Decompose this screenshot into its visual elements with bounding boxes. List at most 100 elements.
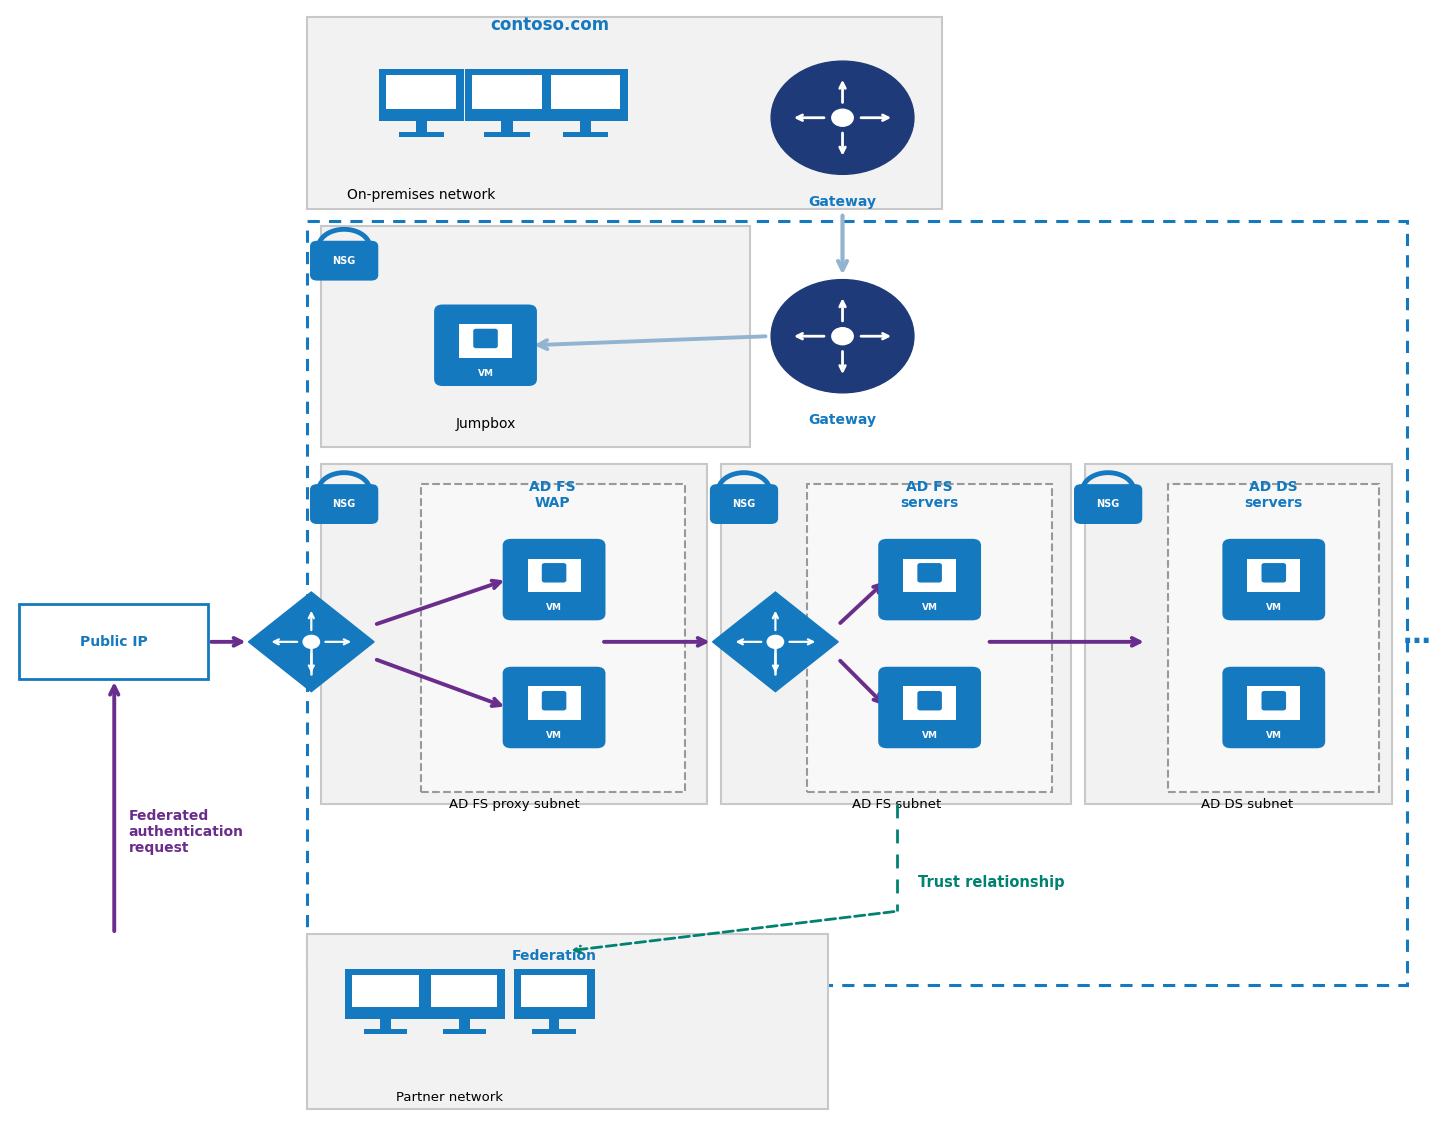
- FancyBboxPatch shape: [364, 1029, 407, 1034]
- FancyBboxPatch shape: [387, 75, 456, 115]
- Circle shape: [767, 635, 784, 649]
- Text: VM: VM: [546, 731, 562, 740]
- FancyBboxPatch shape: [307, 934, 828, 1109]
- Text: Gateway: Gateway: [808, 195, 877, 208]
- Circle shape: [771, 280, 914, 393]
- Text: Federation
server: Federation server: [512, 950, 596, 979]
- Text: AD FS subnet: AD FS subnet: [853, 798, 941, 811]
- Text: NSG: NSG: [732, 499, 755, 509]
- FancyBboxPatch shape: [580, 121, 592, 132]
- FancyBboxPatch shape: [1222, 667, 1326, 748]
- Text: On-premises network: On-premises network: [347, 188, 496, 201]
- FancyBboxPatch shape: [459, 324, 512, 358]
- FancyBboxPatch shape: [527, 686, 580, 720]
- Circle shape: [831, 328, 853, 345]
- FancyBboxPatch shape: [878, 667, 982, 748]
- Text: ⋯: ⋯: [1403, 628, 1430, 655]
- FancyBboxPatch shape: [721, 464, 1070, 804]
- Text: NSG: NSG: [332, 499, 355, 509]
- FancyBboxPatch shape: [424, 969, 504, 1019]
- FancyBboxPatch shape: [434, 305, 537, 386]
- FancyBboxPatch shape: [503, 667, 606, 748]
- FancyBboxPatch shape: [527, 558, 580, 592]
- FancyBboxPatch shape: [563, 132, 608, 137]
- FancyBboxPatch shape: [917, 563, 941, 583]
- Text: VM: VM: [1265, 603, 1281, 612]
- FancyBboxPatch shape: [310, 241, 378, 281]
- FancyBboxPatch shape: [1222, 539, 1326, 620]
- FancyBboxPatch shape: [1247, 558, 1300, 592]
- FancyBboxPatch shape: [416, 121, 427, 132]
- FancyBboxPatch shape: [903, 686, 956, 720]
- Text: AD FS proxy subnet: AD FS proxy subnet: [449, 798, 579, 811]
- Text: VM: VM: [477, 369, 493, 378]
- FancyBboxPatch shape: [533, 1029, 576, 1034]
- Circle shape: [831, 109, 853, 126]
- FancyBboxPatch shape: [1261, 691, 1285, 711]
- Circle shape: [771, 61, 914, 174]
- FancyBboxPatch shape: [513, 969, 595, 1019]
- Bar: [1168, 484, 1380, 792]
- FancyBboxPatch shape: [443, 1029, 486, 1034]
- FancyBboxPatch shape: [903, 558, 956, 592]
- Text: VM: VM: [546, 603, 562, 612]
- FancyBboxPatch shape: [550, 109, 620, 115]
- Text: Gateway: Gateway: [808, 413, 877, 427]
- FancyBboxPatch shape: [464, 69, 549, 121]
- FancyBboxPatch shape: [1261, 563, 1285, 583]
- FancyBboxPatch shape: [471, 75, 542, 115]
- Text: AD FS
WAP: AD FS WAP: [529, 480, 576, 509]
- Bar: [807, 484, 1052, 792]
- FancyBboxPatch shape: [484, 132, 530, 137]
- Text: VM: VM: [1265, 731, 1281, 740]
- Text: contoso.com: contoso.com: [490, 16, 609, 34]
- FancyBboxPatch shape: [542, 563, 566, 583]
- Bar: [421, 484, 685, 792]
- FancyBboxPatch shape: [19, 604, 208, 679]
- FancyBboxPatch shape: [398, 132, 444, 137]
- FancyBboxPatch shape: [310, 484, 378, 524]
- Text: Jumpbox: Jumpbox: [456, 417, 516, 430]
- FancyBboxPatch shape: [321, 226, 749, 447]
- FancyBboxPatch shape: [520, 1007, 588, 1013]
- FancyBboxPatch shape: [473, 328, 497, 349]
- FancyBboxPatch shape: [917, 691, 941, 711]
- Text: AD DS
servers: AD DS servers: [1245, 480, 1303, 509]
- FancyBboxPatch shape: [345, 969, 426, 1019]
- FancyBboxPatch shape: [387, 109, 456, 115]
- Text: Partner network: Partner network: [397, 1091, 503, 1104]
- FancyBboxPatch shape: [431, 1007, 497, 1013]
- Text: NSG: NSG: [1096, 499, 1119, 509]
- Text: Federated
authentication
request: Federated authentication request: [129, 809, 244, 855]
- FancyBboxPatch shape: [353, 1007, 418, 1013]
- FancyBboxPatch shape: [321, 464, 706, 804]
- FancyBboxPatch shape: [307, 17, 943, 209]
- FancyBboxPatch shape: [878, 539, 982, 620]
- Polygon shape: [712, 592, 838, 692]
- FancyBboxPatch shape: [1247, 686, 1300, 720]
- FancyBboxPatch shape: [550, 75, 620, 115]
- Polygon shape: [248, 592, 374, 692]
- FancyBboxPatch shape: [502, 121, 513, 132]
- FancyBboxPatch shape: [378, 69, 464, 121]
- FancyBboxPatch shape: [520, 975, 588, 1013]
- FancyBboxPatch shape: [549, 1019, 559, 1029]
- FancyBboxPatch shape: [503, 539, 606, 620]
- FancyBboxPatch shape: [431, 975, 497, 1013]
- FancyBboxPatch shape: [543, 69, 628, 121]
- Text: VM: VM: [921, 731, 937, 740]
- Text: AD FS
servers: AD FS servers: [900, 480, 959, 509]
- Bar: [307, 221, 1407, 985]
- Circle shape: [304, 635, 320, 649]
- FancyBboxPatch shape: [1085, 464, 1393, 804]
- FancyBboxPatch shape: [459, 1019, 470, 1029]
- Text: NSG: NSG: [332, 256, 355, 266]
- FancyBboxPatch shape: [380, 1019, 391, 1029]
- Text: VM: VM: [921, 603, 937, 612]
- FancyBboxPatch shape: [471, 109, 542, 115]
- Text: AD DS subnet: AD DS subnet: [1201, 798, 1293, 811]
- FancyBboxPatch shape: [353, 975, 418, 1013]
- Text: Trust relationship: Trust relationship: [919, 875, 1065, 891]
- FancyBboxPatch shape: [542, 691, 566, 711]
- FancyBboxPatch shape: [709, 484, 778, 524]
